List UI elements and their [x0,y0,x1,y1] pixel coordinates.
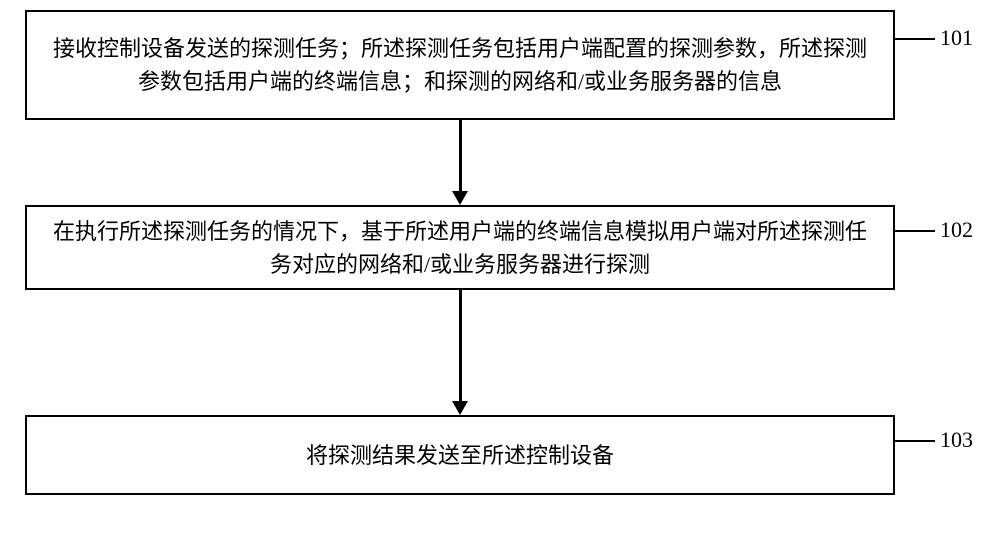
flowchart-step-3-text: 将探测结果发送至所述控制设备 [306,439,614,472]
label-connector-3 [895,440,935,442]
label-connector-1 [895,38,935,40]
flowchart-arrow-1-head [452,191,468,205]
flowchart-step-2: 在执行所述探测任务的情况下，基于所述用户端的终端信息模拟用户端对所述探测任务对应… [25,205,895,290]
flowchart-step-2-text: 在执行所述探测任务的情况下，基于所述用户端的终端信息模拟用户端对所述探测任务对应… [47,215,873,281]
flowchart-step-1-label: 101 [940,25,973,51]
flowchart-arrow-1-line [459,120,462,192]
flowchart-arrow-2-head [452,401,468,415]
flowchart-step-1: 接收控制设备发送的探测任务；所述探测任务包括用户端配置的探测参数，所述探测参数包… [25,10,895,120]
flowchart-container: 接收控制设备发送的探测任务；所述探测任务包括用户端配置的探测参数，所述探测参数包… [0,0,1000,541]
flowchart-arrow-2-line [459,290,462,402]
label-connector-2 [895,230,935,232]
flowchart-step-2-label: 102 [940,217,973,243]
flowchart-step-3: 将探测结果发送至所述控制设备 [25,415,895,495]
flowchart-step-1-text: 接收控制设备发送的探测任务；所述探测任务包括用户端配置的探测参数，所述探测参数包… [47,32,873,98]
flowchart-step-3-label: 103 [940,427,973,453]
